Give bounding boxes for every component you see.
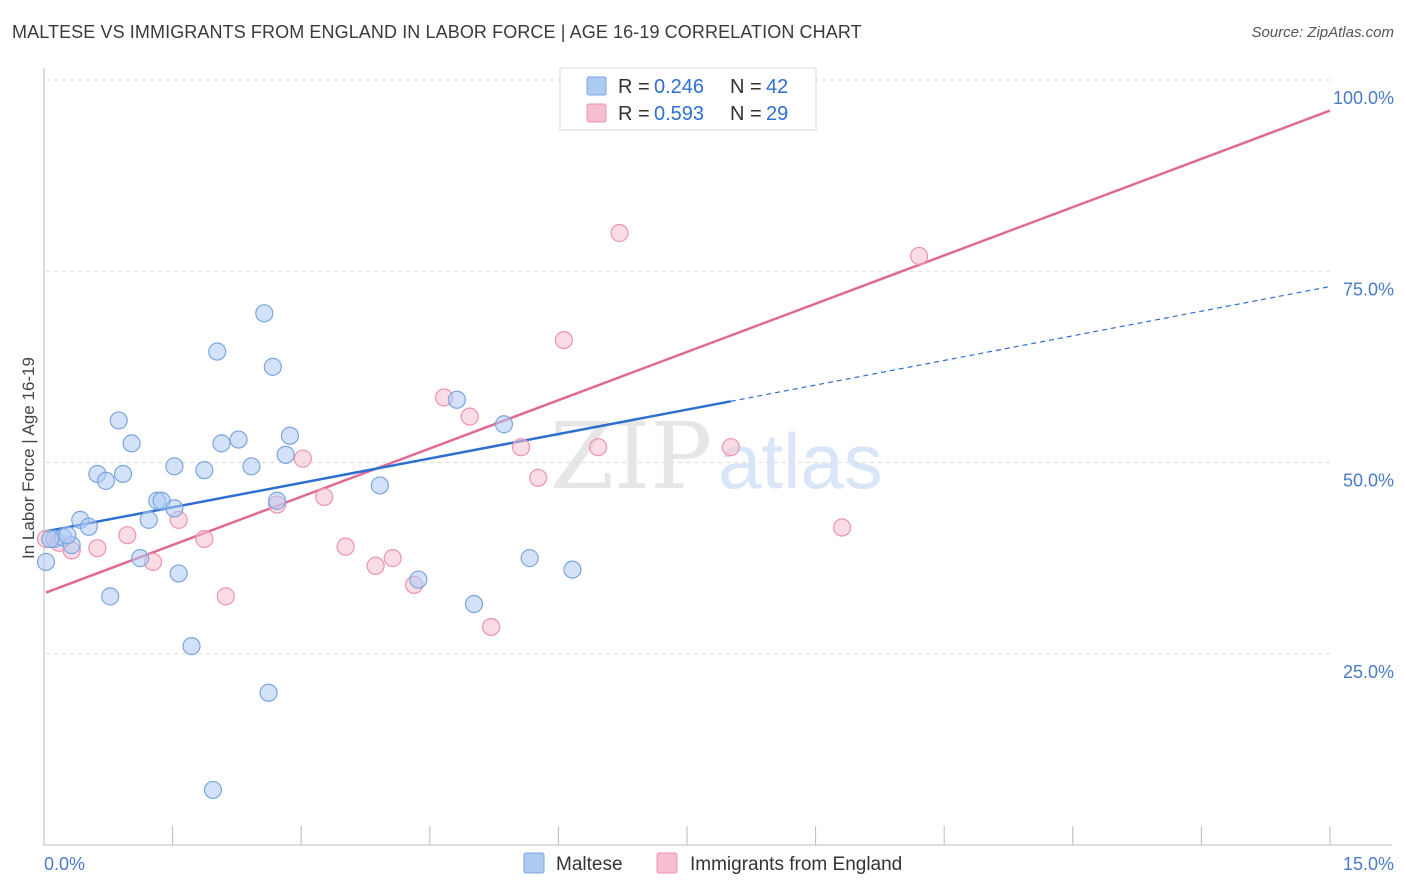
data-point-england (511, 438, 531, 457)
data-point-england (832, 518, 852, 537)
data-point-maltese (182, 636, 201, 656)
data-point-maltese (113, 464, 133, 484)
data-point-maltese (203, 780, 223, 800)
y-tick-label: 25.0% (1343, 662, 1394, 682)
data-point-maltese (563, 560, 582, 579)
data-point-maltese (169, 564, 188, 583)
x-tick-label-min: 0.0% (44, 854, 85, 874)
data-point-maltese (370, 476, 389, 495)
source-label: Source: ZipAtlas.com (1251, 24, 1394, 41)
data-point-maltese (242, 457, 261, 476)
legend-r-value-england: 0.593 (654, 103, 704, 125)
data-point-england (336, 537, 355, 556)
data-point-maltese (131, 549, 150, 568)
data-point-maltese (208, 342, 227, 361)
data-point-maltese (195, 461, 214, 480)
data-point-maltese (165, 457, 184, 476)
data-point-maltese (520, 549, 539, 568)
bottom-legend-label-england: Immigrants from England (690, 854, 902, 875)
legend-n-value-england: 29 (766, 103, 788, 125)
legend-n-label-0: N = (730, 76, 762, 98)
data-point-england (366, 556, 385, 575)
watermark-atlas: atlas (718, 417, 883, 505)
data-point-maltese (268, 491, 287, 510)
data-point-maltese (165, 499, 184, 518)
legend-n-label-1: N = (730, 103, 762, 125)
trend-line-england (45, 109, 1331, 594)
data-point-england (554, 331, 573, 350)
data-point-maltese (259, 683, 278, 702)
data-point-england (118, 526, 137, 545)
data-points (36, 223, 929, 800)
legend-swatch-maltese (586, 76, 607, 96)
data-point-maltese (280, 426, 300, 445)
data-point-england (216, 587, 235, 606)
data-point-england (195, 529, 214, 549)
bottom-legend-swatch-maltese (523, 852, 545, 874)
data-point-maltese (79, 517, 98, 536)
data-point-england (460, 407, 479, 426)
data-point-maltese (36, 552, 56, 572)
y-tick-label: 100.0% (1333, 88, 1394, 108)
legend-r-label-0: R = (618, 76, 650, 98)
data-point-maltese (41, 529, 60, 549)
data-point-maltese (212, 434, 231, 453)
data-point-england (482, 617, 501, 637)
bottom-legend: Maltese Immigrants from England (523, 852, 902, 875)
data-point-maltese (101, 587, 120, 606)
y-tick-label: 50.0% (1343, 471, 1394, 491)
data-point-england (721, 438, 740, 457)
bottom-legend-swatch-england (656, 852, 678, 874)
gridlines: 25.0% 50.0% 75.0% 100.0% (46, 79, 1394, 682)
data-point-maltese (96, 471, 116, 490)
top-legend: R = 0.246 N = 42 R = 0.593 N = 29 (559, 67, 817, 131)
data-point-maltese (139, 510, 158, 529)
data-point-england (383, 549, 402, 568)
x-tick-label-max: 15.0% (1343, 854, 1394, 874)
data-point-maltese (447, 390, 466, 409)
trend-lines (45, 109, 1331, 594)
y-axis-label: In Labor Force | Age 16-19 (19, 357, 38, 559)
data-point-england (589, 438, 608, 457)
legend-r-value-maltese: 0.246 (654, 76, 704, 98)
trend-line-maltese-extension (730, 285, 1331, 402)
data-point-maltese (263, 357, 282, 376)
data-point-maltese (122, 434, 141, 453)
data-point-maltese (464, 594, 484, 614)
legend-swatch-england (586, 103, 607, 123)
axes (43, 68, 1392, 846)
bottom-legend-label-maltese: Maltese (556, 854, 623, 875)
data-point-maltese (494, 415, 514, 434)
data-point-maltese (255, 304, 274, 323)
data-point-maltese (109, 411, 128, 430)
data-point-england (293, 449, 312, 468)
data-point-england (315, 487, 334, 507)
y-tick-label: 75.0% (1343, 279, 1394, 299)
data-point-maltese (58, 526, 77, 545)
data-point-england (529, 468, 548, 487)
data-point-maltese (229, 430, 248, 449)
data-point-england (910, 246, 929, 266)
legend-r-label-1: R = (618, 103, 650, 125)
legend-n-value-maltese: 42 (766, 76, 788, 98)
chart-title: MALTESE VS IMMIGRANTS FROM ENGLAND IN LA… (12, 22, 862, 42)
data-point-maltese (276, 445, 295, 464)
data-point-england (88, 539, 107, 558)
data-point-maltese (409, 570, 428, 589)
data-point-england (610, 223, 629, 243)
